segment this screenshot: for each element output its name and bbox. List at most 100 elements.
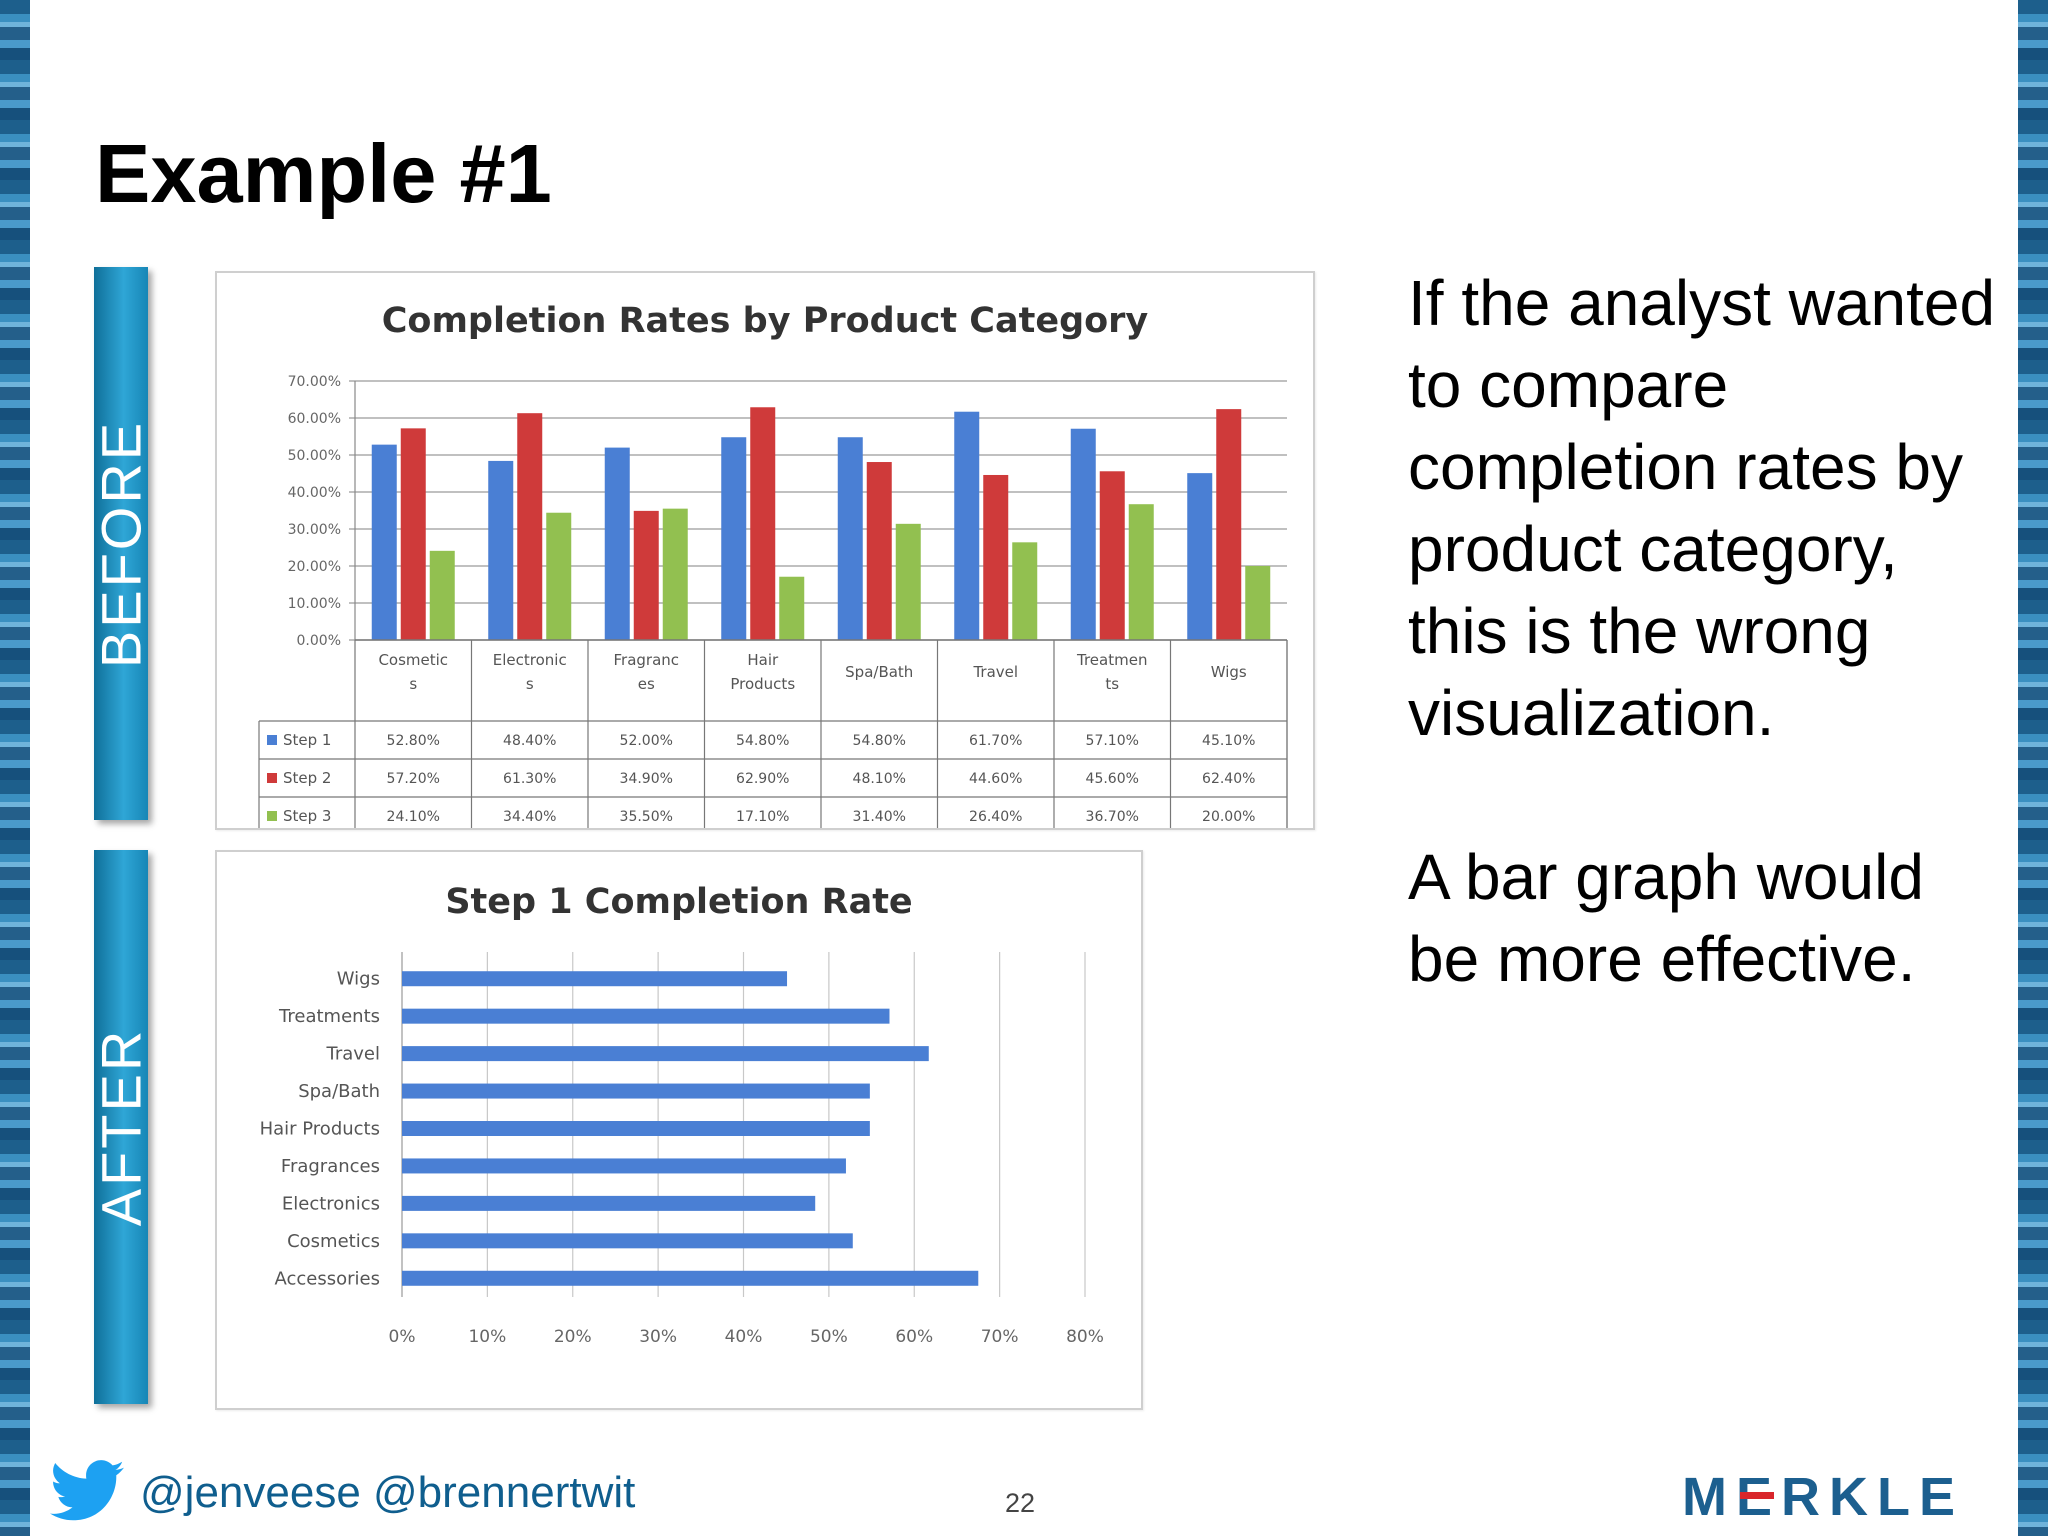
before-chart-title: Completion Rates by Product Category xyxy=(381,301,1149,341)
bar xyxy=(1128,504,1154,640)
after-label: AFTER xyxy=(89,1027,153,1227)
bar xyxy=(983,474,1009,640)
category-label: Treatmen xyxy=(1076,651,1147,669)
body-paragraph-1: If the analyst wanted to compare complet… xyxy=(1408,267,1996,749)
table-cell: 54.80% xyxy=(736,733,789,749)
bar xyxy=(546,512,572,640)
after-label-bar: AFTER xyxy=(90,850,153,1404)
x-tick-label: 60% xyxy=(895,1327,933,1347)
bar xyxy=(779,576,805,640)
category-label: es xyxy=(638,675,655,693)
bar xyxy=(604,447,630,640)
after-chart: Step 1 Completion Rate 0% 10% 20% 30% 40% 50%… xyxy=(215,850,1143,1410)
x-tick-label: 70% xyxy=(981,1327,1019,1347)
legend-label: Step 3 xyxy=(283,807,331,825)
table-cell: 54.80% xyxy=(853,733,906,749)
table-cell: 62.40% xyxy=(1202,771,1255,787)
table-cell: 61.30% xyxy=(503,771,556,787)
table-cell: 44.60% xyxy=(969,771,1022,787)
x-tick-label: 50% xyxy=(810,1327,848,1347)
table-cell: 52.80% xyxy=(387,733,440,749)
x-tick-label: 20% xyxy=(554,1327,592,1347)
table-cell: 57.10% xyxy=(1086,733,1139,749)
category-label: Electronic xyxy=(493,651,567,669)
legend-label: Step 1 xyxy=(283,731,331,749)
merkle-logo: MERKLE xyxy=(1682,1467,1964,1527)
table-cell: 20.00% xyxy=(1202,809,1255,825)
category-label: Electronics xyxy=(282,1193,380,1214)
before-label-bar: BEFORE xyxy=(90,267,153,820)
category-label: ts xyxy=(1105,675,1119,693)
table-cell: 48.40% xyxy=(503,733,556,749)
table-cell: 35.50% xyxy=(620,809,673,825)
bar xyxy=(750,407,776,640)
bar xyxy=(402,1046,929,1062)
page-number: 22 xyxy=(1004,1488,1036,1518)
category-label: Cosmetics xyxy=(287,1231,380,1252)
table-cell: 26.40% xyxy=(969,809,1022,825)
category-label: Travel xyxy=(325,1044,380,1065)
bar xyxy=(954,411,980,640)
bar xyxy=(721,437,747,640)
table-cell: 57.20% xyxy=(387,771,440,787)
x-tick-label: 10% xyxy=(468,1327,506,1347)
table-cell: 31.40% xyxy=(853,809,906,825)
y-tick-label: 30.00% xyxy=(288,522,341,538)
bar xyxy=(1216,409,1242,640)
x-tick-label: 40% xyxy=(725,1327,763,1347)
category-label: Spa/Bath xyxy=(298,1081,380,1102)
bar xyxy=(1012,542,1038,640)
bar xyxy=(633,510,659,640)
category-label: Hair Products xyxy=(260,1119,380,1140)
bar xyxy=(517,413,543,640)
bar xyxy=(371,444,397,640)
bar xyxy=(402,1233,853,1249)
y-tick-label: 40.00% xyxy=(288,485,341,501)
category-label: Cosmetic xyxy=(378,651,448,669)
merkle-logo-accent xyxy=(1740,1492,1774,1499)
x-tick-label: 30% xyxy=(639,1327,677,1347)
after-chart-svg: 0% 10% 20% 30% 40% 50% 60% 70% 80% Wigs Treatments… xyxy=(260,952,1104,1347)
bar xyxy=(400,428,426,640)
table-cell: 36.70% xyxy=(1086,809,1139,825)
y-tick-label: 0.00% xyxy=(297,633,341,649)
y-tick-label: 60.00% xyxy=(288,411,341,427)
before-chart-svg: 0.00% 10.00% 20.00% 30.00% 40.00% 50.00% 60.00… xyxy=(258,374,1288,828)
category-label: Wigs xyxy=(337,969,380,990)
right-stripe-border xyxy=(2018,0,2048,1536)
category-label: Treatments xyxy=(278,1006,380,1027)
y-tick-label: 10.00% xyxy=(288,596,341,612)
before-chart: Completion Rates by Product Category 0.0… xyxy=(215,271,1315,830)
bar xyxy=(402,1083,870,1099)
category-label: s xyxy=(526,675,534,693)
bar xyxy=(895,523,921,640)
category-label: Travel xyxy=(972,663,1018,681)
twitter-bird-icon[interactable] xyxy=(50,1460,124,1522)
before-label: BEFORE xyxy=(89,419,153,668)
after-chart-title: Step 1 Completion Rate xyxy=(445,882,913,922)
y-tick-label: 50.00% xyxy=(288,448,341,464)
bar xyxy=(429,550,455,640)
table-cell: 62.90% xyxy=(736,771,789,787)
table-cell: 34.90% xyxy=(620,771,673,787)
x-tick-label: 0% xyxy=(389,1327,416,1347)
bar xyxy=(402,1158,846,1174)
bar xyxy=(402,1008,890,1024)
bar xyxy=(402,1195,816,1211)
bar xyxy=(1070,428,1096,640)
slide-title: Example #1 xyxy=(95,127,552,220)
table-cell: 61.70% xyxy=(969,733,1022,749)
x-tick-label: 80% xyxy=(1066,1327,1104,1347)
category-label: Wigs xyxy=(1211,663,1247,681)
footer-handles[interactable]: @jenveese @brennertwit xyxy=(140,1468,636,1517)
bar xyxy=(402,1121,870,1136)
y-tick-label: 20.00% xyxy=(288,559,341,575)
table-cell: 52.00% xyxy=(620,733,673,749)
category-label: Accessories xyxy=(275,1268,381,1289)
category-label: Products xyxy=(730,675,795,693)
table-cell: 48.10% xyxy=(853,771,906,787)
table-cell: 34.40% xyxy=(503,809,556,825)
legend-key xyxy=(267,811,277,821)
bar xyxy=(488,460,514,640)
bar xyxy=(866,462,892,640)
